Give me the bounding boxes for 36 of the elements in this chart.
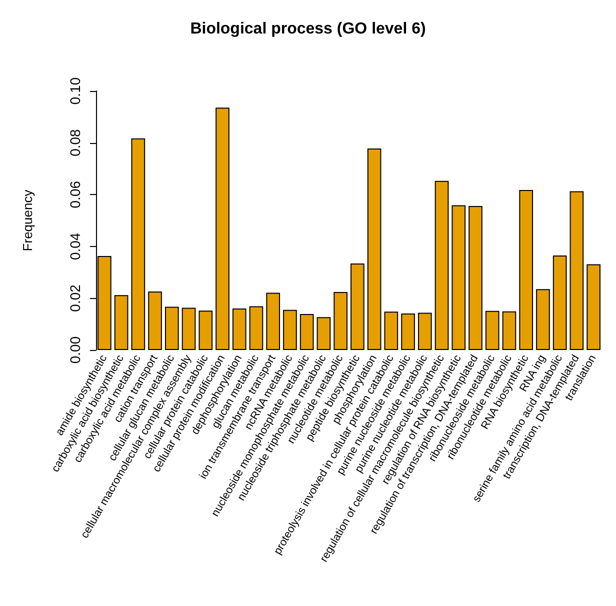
bar (164, 306, 179, 350)
bar (316, 317, 331, 350)
chart-title: Biological process (GO level 6) (190, 20, 426, 38)
bar (232, 308, 246, 350)
bar (552, 255, 567, 350)
bar (485, 310, 500, 350)
bar (519, 190, 534, 350)
bar (350, 263, 364, 350)
bar (283, 310, 297, 350)
bar (131, 138, 146, 350)
bar (249, 306, 264, 350)
y-tick-label: 0.08 (67, 128, 83, 156)
bar (367, 148, 382, 350)
y-tick-label: 0.02 (67, 284, 83, 312)
bar (570, 191, 584, 350)
bar (198, 310, 213, 350)
y-axis-title: Frequency (20, 189, 35, 252)
bar (384, 312, 398, 350)
bar (586, 264, 600, 350)
bar (300, 314, 314, 350)
bar (334, 292, 348, 350)
bar (502, 311, 516, 350)
bar (266, 292, 280, 350)
bar (418, 312, 432, 350)
y-tick-label: 0.06 (67, 180, 83, 208)
y-tick-label: 0.04 (67, 232, 83, 260)
bar (401, 313, 415, 350)
bar (468, 206, 482, 350)
bar (216, 108, 230, 350)
bar (148, 291, 162, 350)
bar (452, 205, 466, 350)
bar (536, 289, 550, 350)
bar (434, 180, 449, 350)
bar (182, 308, 196, 350)
bar (114, 295, 128, 350)
y-tick-label: 0.10 (67, 77, 83, 105)
